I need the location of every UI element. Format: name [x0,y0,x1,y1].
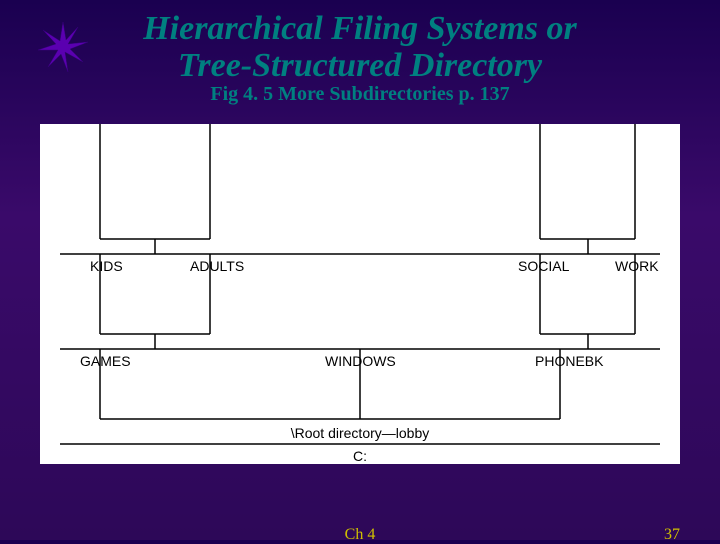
title-line1: Hierarchical Filing Systems or [0,10,720,47]
sub-work: WORK [615,258,659,274]
dir-windows: WINDOWS [325,353,396,369]
sub-social: SOCIAL [518,258,570,274]
tree-diagram: C: \Root directory—lobby GAMES WINDOWS P… [40,124,680,464]
dir-games: GAMES [80,353,131,369]
diagram-svg: C: \Root directory—lobby GAMES WINDOWS P… [40,124,680,464]
drive-label: C: [353,448,367,464]
root-label: \Root directory—lobby [291,425,430,441]
dir-phonebk: PHONEBK [535,353,604,369]
chapter-label: Ch 4 [345,526,376,544]
page-number: 37 [664,526,680,544]
subtitle: Fig 4. 5 More Subdirectories p. 137 [0,83,720,106]
title-block: Hierarchical Filing Systems or Tree-Stru… [0,0,720,106]
title-line2: Tree-Structured Directory [0,47,720,84]
sub-kids: KIDS [90,258,123,274]
sub-adults: ADULTS [190,258,244,274]
